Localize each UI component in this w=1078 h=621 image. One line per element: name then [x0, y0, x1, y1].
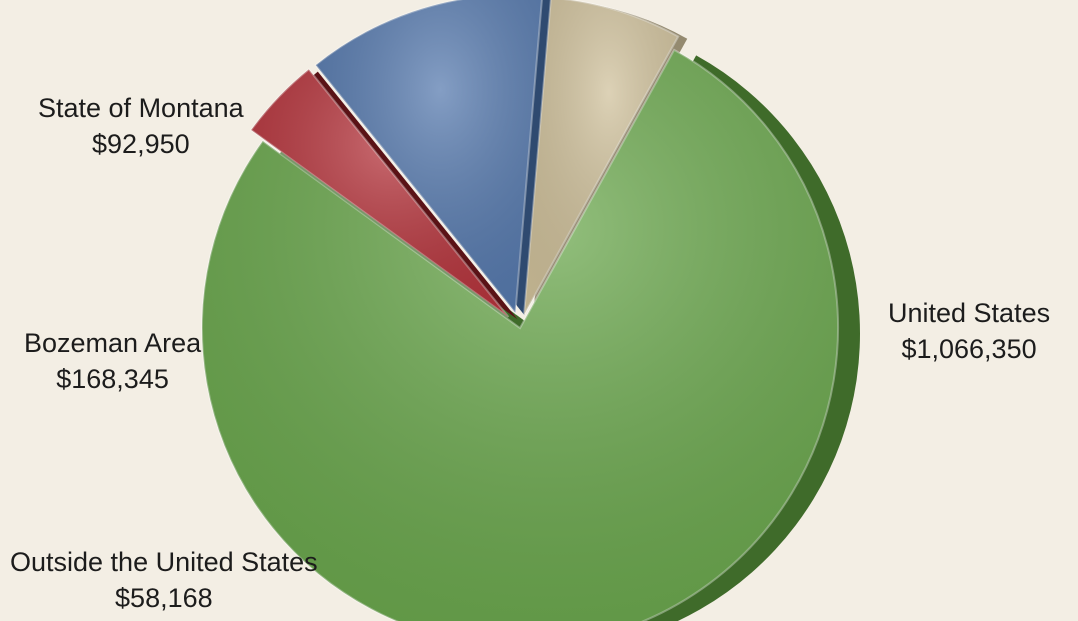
slice-label-name: United States — [888, 298, 1051, 328]
slice-label-bozeman-area: Bozeman Area $168,345 — [24, 325, 201, 397]
slice-label-name: State of Montana — [38, 93, 244, 123]
slice-label-value: $1,066,350 — [901, 334, 1037, 364]
slice-label-united-states: United States $1,066,350 — [888, 295, 1050, 367]
pie-slice-shine-outside-united-states — [251, 69, 509, 317]
slice-label-outside-united-states: Outside the United States $58,168 — [10, 544, 318, 616]
pie-slice-shine-united-states — [202, 49, 838, 621]
pie-slice-shine-bozeman-area — [315, 0, 542, 313]
slice-label-name: Bozeman Area — [24, 328, 202, 358]
slice-label-value: $92,950 — [92, 129, 190, 159]
slice-label-value: $58,168 — [115, 583, 213, 613]
pie-slice-shine-state-of-montana — [524, 0, 679, 315]
slice-label-name: Outside the United States — [10, 547, 318, 577]
slice-label-state-of-montana: State of Montana $92,950 — [38, 90, 244, 162]
slice-label-value: $168,345 — [56, 364, 169, 394]
